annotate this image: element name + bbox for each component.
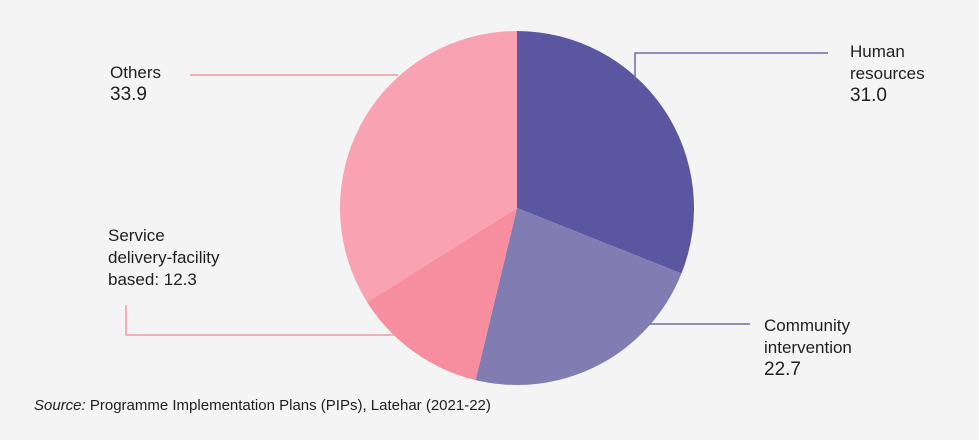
value-others: 33.9 [110,84,147,105]
label-community-line1: Community [764,316,850,335]
slice-human-resources [517,31,694,274]
label-human-resources-line2: resources [850,64,925,83]
label-others: Others 33.9 [110,62,161,106]
source-note: Source: Programme Implementation Plans (… [34,397,491,414]
source-prefix: Source: [34,397,86,414]
slice-others [340,31,517,303]
label-service-line3: based: 12.3 [108,270,197,289]
label-human-resources-line1: Human [850,42,905,61]
value-human-resources: 31.0 [850,85,887,106]
label-service-line1: Service [108,226,165,245]
label-community-line2: intervention [764,338,852,357]
label-others-line1: Others [110,63,162,82]
label-human-resources: Human resources 31.0 [850,41,925,107]
slice-community-intervention [475,208,682,385]
label-service-delivery: Service delivery-facility based: 12.3 [108,225,219,291]
leader-human-resources [634,52,828,80]
slice-service-delivery [367,208,517,381]
label-community-intervention: Community intervention 22.7 [764,315,852,381]
value-community-intervention: 22.7 [764,359,801,380]
leader-service-delivery [125,305,395,336]
label-service-line2: delivery-facility [108,248,220,267]
source-text: Programme Implementation Plans (PIPs), L… [85,397,491,414]
